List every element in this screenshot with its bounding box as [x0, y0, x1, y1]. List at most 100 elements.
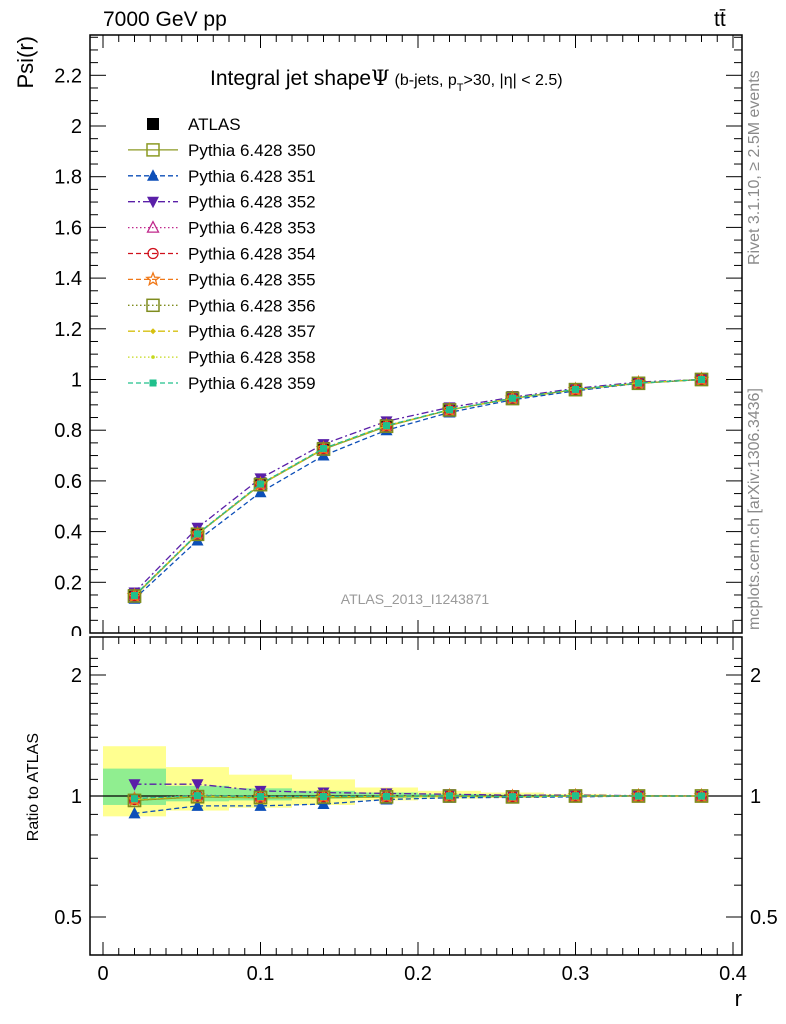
data-point-pythia-6-428-359 [446, 406, 453, 414]
ratio-point-pythia-6-428-359 [194, 792, 201, 800]
x-tick-label: 0 [97, 963, 108, 985]
legend-marker-pythia-6-428-355 [145, 271, 161, 287]
ratio-y-tick-label: 0.5 [54, 907, 82, 929]
ratio-point-pythia-6-428-356 [127, 793, 142, 808]
chart-title: Integral jet shapeΨ (b-jets, pT>30, |η| <… [210, 66, 563, 94]
legend-label-pythia-6-428-353: Pythia 6.428 353 [188, 219, 316, 238]
ratio-point-pythia-6-428-359 [509, 793, 516, 801]
legend: ATLAS Pythia 6.428 350 Pythia 6.428 351 Pyt… [128, 115, 316, 393]
data-point-pythia-6-428-356 [253, 477, 268, 492]
data-point-pythia-6-428-356 [316, 442, 331, 456]
ratio-y-tick-label-right: 2 [750, 665, 761, 687]
x-tick-label: 0.2 [404, 963, 432, 985]
main-y-tick-label: 0.4 [54, 522, 82, 544]
data-point-pythia-6-428-359 [131, 591, 138, 599]
ratio-point-pythia-6-428-351 [128, 806, 141, 819]
ratio-point-pythia-6-428-359 [131, 795, 138, 803]
data-point-pythia-6-428-356 [442, 403, 457, 417]
ratio-line-pythia-6-428-359 [134, 795, 702, 800]
ratio-point-pythia-6-428-352 [128, 779, 141, 791]
legend-marker-pythia-6-428-352 [147, 196, 159, 209]
data-point-pythia-6-428-359 [635, 379, 642, 387]
ratio-point-pythia-6-428-359 [698, 792, 705, 800]
series-line-pythia-6-428-352 [134, 378, 702, 593]
main-y-tick-label: 0 [71, 623, 82, 645]
ratio-point-pythia-6-428-359 [320, 793, 327, 801]
data-point-pythia-6-428-352 [317, 439, 330, 451]
legend-marker-pythia-6-428-353 [146, 220, 160, 233]
data-point-pythia-6-428-356 [190, 527, 205, 542]
data-point-pythia-6-428-351 [254, 485, 267, 498]
series-line-pythia-6-428-354 [134, 378, 702, 597]
ratio-point-pythia-6-428-351 [254, 799, 267, 811]
ratio-point-pythia-6-428-352 [191, 779, 204, 791]
series-line-pythia-6-428-351 [134, 378, 702, 600]
main-series-layer [126, 371, 710, 604]
ratio-point-pythia-6-428-351 [191, 799, 204, 811]
data-point-pythia-6-428-359 [698, 376, 705, 383]
main-y-tick-label: 1.2 [54, 319, 82, 341]
x-tick-label: 0.4 [719, 963, 747, 985]
legend-label-pythia-6-428-352: Pythia 6.428 352 [188, 193, 316, 212]
legend-label-pythia-6-428-356: Pythia 6.428 356 [188, 296, 316, 315]
series-line-pythia-6-428-357 [134, 378, 702, 597]
x-tick-label: 0.3 [562, 963, 590, 985]
legend-label-pythia-6-428-357: Pythia 6.428 357 [188, 322, 316, 341]
process-label: tt̄ [714, 8, 726, 31]
legend-marker-pythia-6-428-357 [150, 328, 156, 335]
main-panel-frame [89, 34, 743, 634]
main-y-tick-label: 1.8 [54, 167, 82, 189]
legend-label-pythia-6-428-358: Pythia 6.428 358 [188, 348, 316, 367]
ratio-y-axis-label: Ratio to ATLAS [25, 733, 42, 841]
series-line-pythia-6-428-359 [134, 378, 702, 596]
legend-label-pythia-6-428-355: Pythia 6.428 355 [188, 270, 316, 289]
data-point-pythia-6-428-356 [379, 419, 394, 433]
legend-label-pythia-6-428-350: Pythia 6.428 350 [188, 141, 316, 160]
legend-marker-pythia-6-428-351 [147, 169, 159, 181]
series-line-pythia-6-428-356 [134, 378, 702, 597]
main-y-axis-ticks: 0.2 0.4 0.6 0.8 1 1.2 1.4 1.6 1.8 2 2.2 0 [54, 35, 742, 648]
ratio-y-tick-label-right: 0.5 [750, 907, 778, 929]
legend-label-pythia-6-428-359: Pythia 6.428 359 [188, 374, 316, 393]
legend-marker-pythia-6-428-359 [149, 379, 157, 387]
legend-marker-pythia-6-428-356 [146, 298, 160, 313]
ratio-y-tick-label-right: 1 [750, 786, 761, 808]
main-y-tick-label: 1.6 [54, 217, 82, 239]
data-point-pythia-6-428-359 [509, 394, 516, 402]
main-y-tick-label: 1 [71, 370, 82, 392]
data-point-pythia-6-428-359 [572, 385, 579, 393]
ratio-point-pythia-6-428-359 [572, 792, 579, 800]
ratio-bands-layer [90, 746, 742, 817]
data-point-pythia-6-428-359 [320, 444, 327, 452]
ratio-line-pythia-6-428-357 [134, 795, 702, 801]
series-line-pythia-6-428-355 [134, 378, 702, 597]
legend-label-pythia-6-428-354: Pythia 6.428 354 [188, 245, 316, 264]
data-point-pythia-6-428-356 [505, 391, 520, 406]
ratio-y-tick-label: 2 [71, 665, 82, 687]
series-line-pythia-6-428-350 [134, 378, 702, 597]
main-y-tick-label: 0.8 [54, 420, 82, 442]
legend-label-atlas: ATLAS [188, 115, 241, 134]
ratio-point-pythia-6-428-359 [446, 792, 453, 800]
energy-label: 7000 GeV pp [103, 8, 227, 31]
analysis-watermark: ATLAS_2013_I1243871 [341, 591, 490, 607]
main-y-tick-label: 0.2 [54, 572, 82, 594]
ratio-y-tick-label: 1 [71, 786, 82, 808]
legend-marker-pythia-6-428-358 [151, 355, 155, 359]
legend-marker-pythia-6-428-350 [146, 143, 160, 157]
ratio-point-pythia-6-428-359 [383, 792, 390, 800]
series-line-pythia-6-428-358 [134, 378, 702, 597]
data-point-pythia-6-428-359 [194, 530, 201, 538]
data-point-pythia-6-428-356 [127, 589, 142, 603]
legend-marker-pythia-6-428-354 [147, 247, 159, 260]
legend-label-pythia-6-428-351: Pythia 6.428 351 [188, 167, 316, 186]
main-y-tick-label: 2 [71, 116, 82, 138]
ratio-point-pythia-6-428-359 [257, 793, 264, 801]
x-axis-label: r [735, 986, 742, 1011]
main-y-tick-label: 1.4 [54, 268, 82, 290]
data-point-pythia-6-428-352 [380, 416, 393, 428]
ratio-axis-ticks: 0.5 0.5 1 1 2 2 0 0.1 0.2 0.3 0.4 [54, 637, 778, 985]
main-y-axis-label: Psi(r) [13, 36, 38, 89]
data-point-pythia-6-428-359 [257, 480, 264, 488]
